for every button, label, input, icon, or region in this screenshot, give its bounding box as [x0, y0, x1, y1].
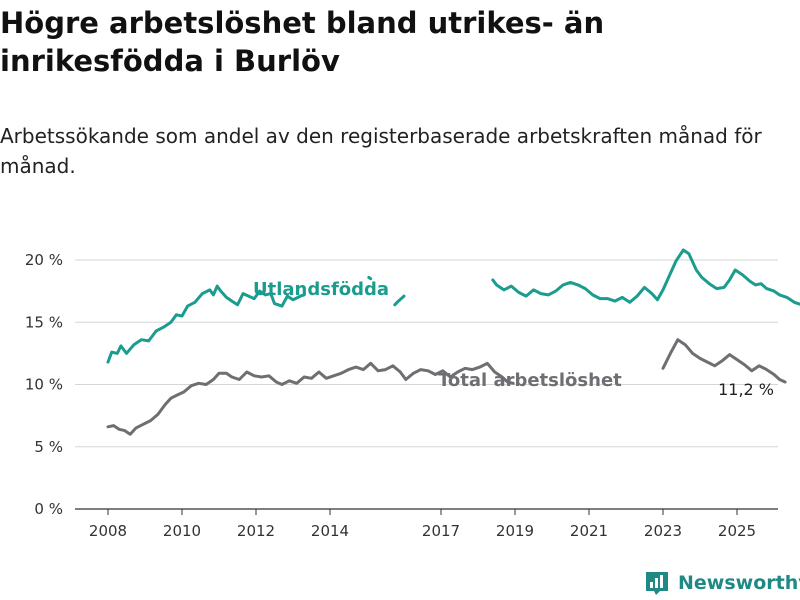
x-tick-label: 2025	[718, 522, 756, 540]
series-label-total: Total arbetslöshet	[438, 370, 622, 391]
y-tick-label: 20 %	[25, 251, 63, 269]
x-tick-label: 2017	[422, 522, 460, 540]
x-tick-label: 2012	[237, 522, 275, 540]
series-label-utlandsfodda: Utlandsfödda	[253, 279, 389, 300]
chart-title: Högre arbetslöshet bland utrikes- än inr…	[0, 6, 605, 78]
y-tick-label: 15 %	[25, 313, 63, 331]
grid-lines	[75, 259, 778, 510]
series-labels: Utlandsfödda Total arbetslöshet 11,2 %	[253, 279, 774, 399]
x-axis-ticks: 2008 2010 2012 2014 2017 2019 2021 2023 2025	[89, 509, 756, 540]
x-tick-label: 2010	[163, 522, 201, 540]
x-tick-label: 2019	[496, 522, 534, 540]
bar-chart-logo-icon	[646, 572, 668, 595]
y-axis-ticks: 0 % 5 % 10 % 15 % 20 %	[25, 251, 63, 518]
newsworthy-brand: Newsworthy	[644, 568, 800, 598]
y-tick-label: 5 %	[34, 438, 63, 456]
chart-subtitle: Arbetssökande som andel av den registerb…	[0, 124, 762, 178]
x-tick-label: 2021	[570, 522, 608, 540]
x-tick-label: 2023	[644, 522, 682, 540]
series-line-total	[106, 338, 787, 436]
y-tick-label: 10 %	[25, 376, 63, 394]
brand-name: Newsworthy	[678, 572, 800, 594]
y-tick-label: 0 %	[34, 500, 63, 518]
series-lines	[106, 248, 800, 436]
x-tick-label: 2008	[89, 522, 127, 540]
series-line-utlandsfodda	[106, 248, 800, 364]
end-value-label: 11,2 %	[718, 380, 774, 399]
x-tick-label: 2014	[311, 522, 349, 540]
